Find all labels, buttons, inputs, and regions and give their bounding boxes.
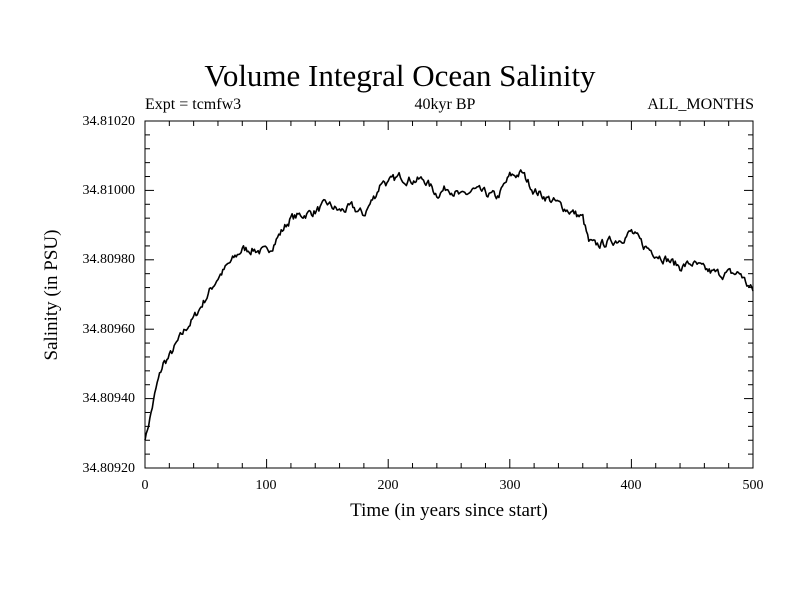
x-tick-label: 400: [620, 478, 642, 493]
y-axis-label: Salinity (in PSU): [41, 229, 62, 361]
plot-frame: [144, 120, 754, 469]
y-tick-label: 34.81020: [82, 114, 136, 129]
y-tick-label: 34.80980: [82, 252, 136, 267]
salinity-series-line: [144, 169, 754, 441]
period-label: 40kyr BP: [414, 96, 476, 113]
x-tick-label: 500: [742, 478, 764, 493]
months-label: ALL_MONTHS: [647, 96, 754, 113]
x-tick-label: 300: [499, 478, 521, 493]
axis-minor-ticks: [144, 120, 754, 469]
y-tick-label: 34.80940: [82, 391, 136, 406]
y-tick-label: 34.80960: [82, 322, 136, 337]
experiment-label: Expt = tcmfw3: [145, 96, 242, 113]
x-tick-label: 200: [377, 478, 399, 493]
y-tick-label: 34.80920: [82, 461, 136, 476]
y-tick-label: 34.81000: [82, 183, 136, 198]
x-tick-label: 0: [141, 478, 149, 493]
x-tick-label: 100: [255, 478, 277, 493]
chart-title: Volume Integral Ocean Salinity: [204, 58, 596, 93]
x-axis-label: Time (in years since start): [350, 500, 548, 521]
